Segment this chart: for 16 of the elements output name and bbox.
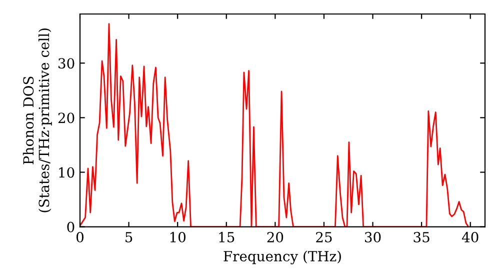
y-tick-label: 30: [58, 58, 74, 69]
x-axis-title: Frequency (THz): [224, 250, 341, 264]
x-tick-label: 25: [316, 232, 332, 242]
x-tick-label: 30: [364, 232, 381, 242]
x-tick-label: 0: [76, 232, 84, 242]
y-axis-title: Phonon DOS (States/THz·primitive cell): [22, 28, 52, 212]
x-tick-label: 5: [126, 232, 132, 242]
x-tick-label: 10: [170, 232, 186, 242]
y-tick-label: 10: [59, 167, 74, 178]
x-tick-label: 20: [267, 232, 284, 242]
x-tick-label: 35: [414, 232, 430, 242]
y-tick-label: 20: [58, 112, 74, 124]
x-tick-label: 15: [219, 232, 234, 242]
line-series: [80, 23, 470, 227]
x-tick-label: 40: [462, 232, 478, 242]
y-tick-label: 0: [67, 222, 74, 232]
